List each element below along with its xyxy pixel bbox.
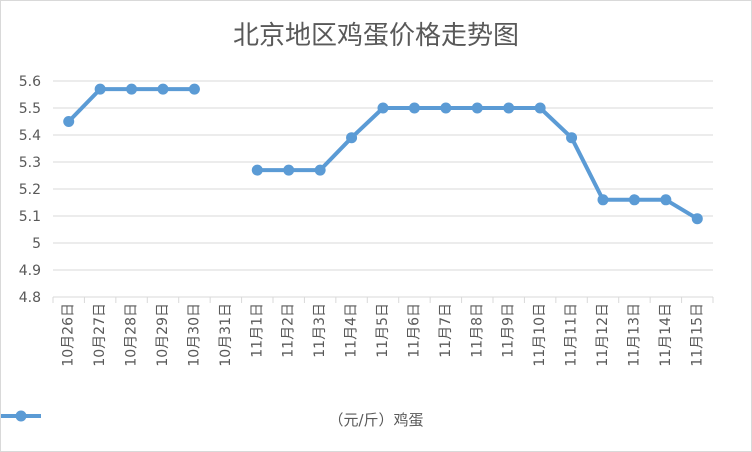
data-point (346, 132, 358, 144)
data-point (660, 194, 672, 206)
data-point (314, 164, 326, 176)
y-tick-label: 5.4 (19, 128, 41, 144)
data-point (440, 102, 452, 114)
x-tick-label: 11月5日 (375, 303, 391, 358)
x-tick-label: 11月3日 (312, 303, 328, 358)
data-point (628, 194, 640, 206)
data-point (188, 83, 200, 95)
x-tick-label: 11月13日 (626, 303, 642, 367)
x-tick-label: 11月15日 (689, 303, 705, 367)
x-tick-label: 10月29日 (155, 303, 171, 367)
x-tick-label: 11月11日 (564, 303, 580, 367)
x-tick-label: 10月31日 (218, 303, 234, 367)
y-tick-label: 4.9 (19, 263, 41, 279)
x-tick-label: 11月8日 (469, 303, 485, 358)
data-point (126, 83, 138, 95)
data-point (377, 102, 389, 114)
x-tick-label: 11月9日 (501, 303, 517, 358)
y-tick-label: 5.5 (19, 101, 41, 117)
x-tick-label: 11月14日 (658, 303, 674, 367)
data-point (157, 83, 169, 95)
data-point (566, 132, 578, 144)
y-tick-label: 5.1 (19, 209, 41, 225)
y-tick-label: 5.2 (19, 182, 41, 198)
data-point (408, 102, 420, 114)
legend-marker-icon (1, 410, 41, 422)
x-tick-label: 11月7日 (438, 303, 454, 358)
legend: （元/斤）鸡蛋 (1, 409, 751, 430)
data-point (471, 102, 483, 114)
x-tick-label: 11月12日 (595, 303, 611, 367)
data-point (283, 164, 295, 176)
x-tick-label: 10月27日 (92, 303, 108, 367)
y-tick-label: 5 (32, 236, 41, 252)
data-point (691, 213, 703, 225)
x-tick-label: 11月4日 (344, 303, 360, 358)
x-tick-label: 11月2日 (281, 303, 297, 358)
x-tick-label: 10月26日 (61, 303, 77, 367)
chart-title: 北京地区鸡蛋价格走势图 (232, 21, 519, 51)
data-point (94, 83, 106, 95)
x-tick-label: 10月30日 (186, 303, 202, 367)
x-tick-label: 11月1日 (249, 303, 265, 358)
data-point (251, 164, 263, 176)
y-tick-label: 4.8 (19, 290, 41, 306)
x-tick-label: 10月28日 (124, 303, 140, 367)
x-tick-label: 11月6日 (406, 303, 422, 358)
data-point (534, 102, 546, 114)
x-tick-label: 11月10日 (532, 303, 548, 367)
y-tick-label: 5.3 (19, 155, 41, 171)
data-point (63, 116, 75, 127)
y-tick-label: 5.6 (19, 74, 41, 90)
data-point (503, 102, 515, 114)
data-point (597, 194, 609, 206)
legend-label: （元/斤）鸡蛋 (328, 411, 424, 429)
